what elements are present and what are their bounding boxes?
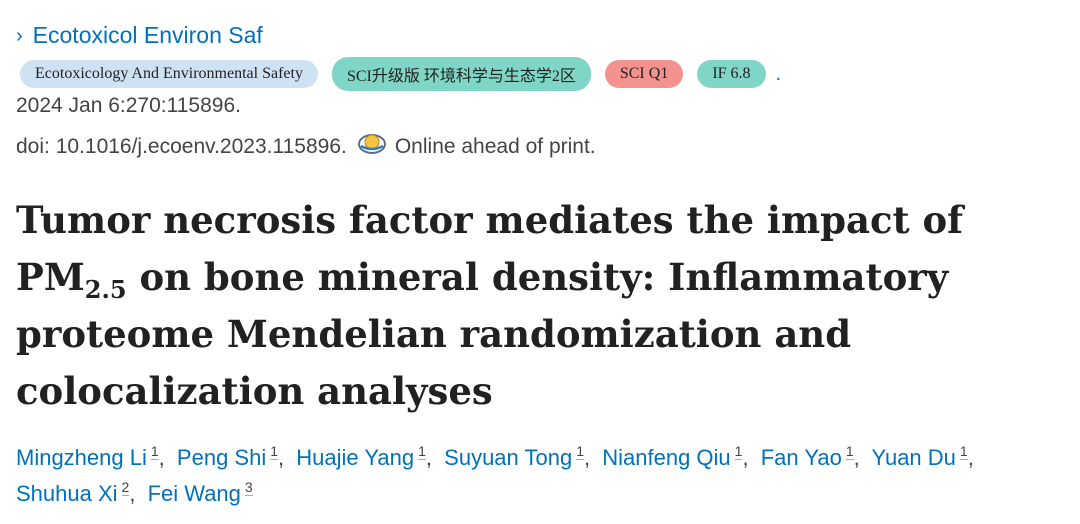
doi-text[interactable]: doi: 10.1016/j.ecoenv.2023.115896. <box>16 135 347 158</box>
chevron-right-icon: › <box>16 24 23 47</box>
doi-line: doi: 10.1016/j.ecoenv.2023.115896. Onlin… <box>16 132 596 159</box>
badge-trailing-dot: . <box>775 62 782 85</box>
author-link[interactable]: Fan Yao 1 <box>760 443 854 470</box>
title-rest: on bone mineral density: Inflammatory pr… <box>16 255 949 413</box>
journal-badges: Ecotoxicology And Environmental Safety S… <box>20 57 781 91</box>
sci-upgrade-badge[interactable]: SCI升级版 环境科学与生态学2区 <box>331 57 591 91</box>
print-status: Online ahead of print. <box>394 135 596 158</box>
author-link[interactable]: Peng Shi 1 <box>176 443 279 470</box>
author-link[interactable]: Yuan Du 1 <box>871 443 968 470</box>
title-subscript: 2.5 <box>84 275 127 304</box>
title-main: Tumor necrosis factor mediates the impac… <box>16 198 964 299</box>
author-link[interactable]: Shuhua Xi 2 <box>16 479 130 506</box>
citation-line: 2024 Jan 6:270:115896. <box>16 94 241 117</box>
author-link[interactable]: Huajie Yang 1 <box>296 443 426 470</box>
journal-link[interactable]: › Ecotoxicol Environ Saf <box>16 22 263 49</box>
journal-abbrev[interactable]: Ecotoxicol Environ Saf <box>32 22 263 48</box>
impact-factor-badge[interactable]: IF 6.8 <box>697 60 766 88</box>
author-list: Mingzheng Li 1, Peng Shi 1, Huajie Yang 1, … <box>16 443 974 506</box>
article-title: Tumor necrosis factor mediates the impac… <box>16 192 1066 420</box>
author-link[interactable]: Nianfeng Qiu 1 <box>602 443 743 470</box>
journal-full-badge[interactable]: Ecotoxicology And Environmental Safety <box>20 60 318 88</box>
author-link[interactable]: Fei Wang 3 <box>147 479 253 506</box>
online-print-icon <box>357 132 387 156</box>
sci-q1-badge[interactable]: SCI Q1 <box>604 60 684 88</box>
author-link[interactable]: Mingzheng Li 1 <box>16 443 159 470</box>
author-link[interactable]: Suyuan Tong 1 <box>444 443 584 470</box>
